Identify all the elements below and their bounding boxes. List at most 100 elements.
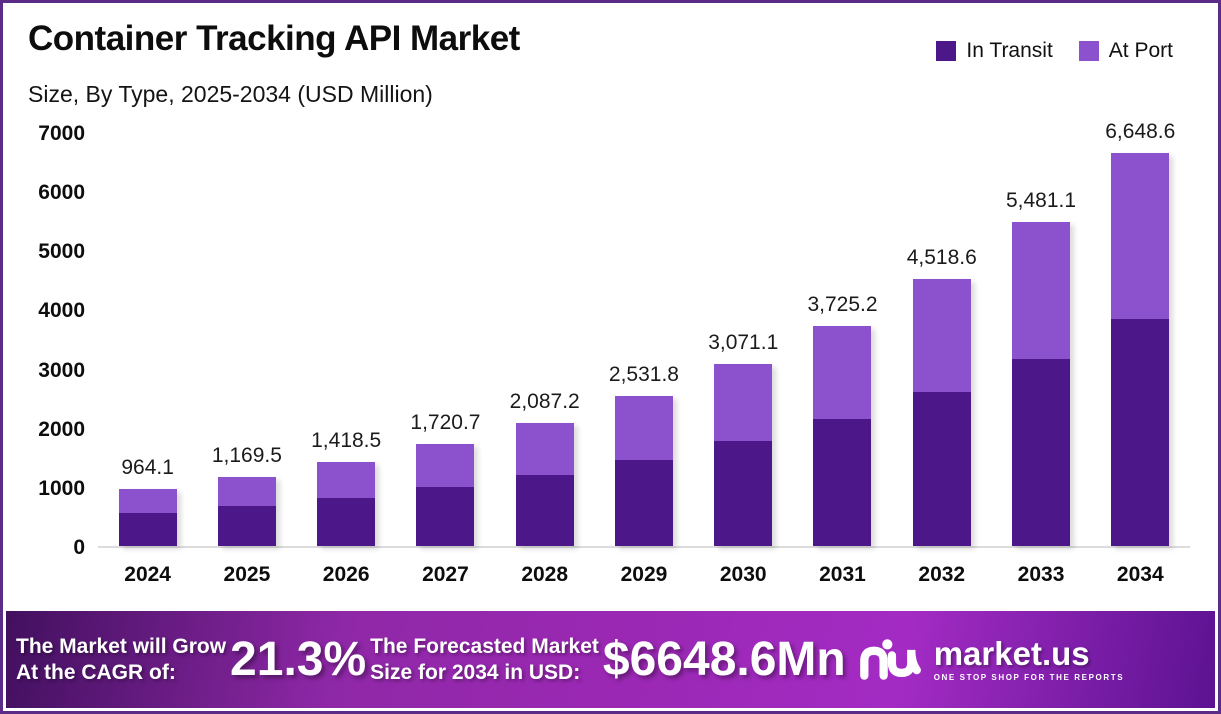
legend-label: At Port: [1108, 39, 1173, 62]
footer-banner: The Market will Grow At the CAGR of: 21.…: [6, 611, 1215, 708]
stacked-bar: [614, 396, 673, 546]
y-axis: 0 1000 2000 3000 4000 5000 6000 7000: [9, 122, 85, 559]
bar-segment-at-port: [813, 325, 872, 419]
x-tick-label: 2025: [223, 563, 271, 586]
stacked-bar: [813, 325, 872, 546]
stacked-bar: [118, 489, 177, 546]
plot-area: 964.1 1,169.5 1,418.5 1,720.7 2,087.2 2,531.8…: [98, 120, 1190, 548]
bar-group-2030: 3,071.1: [694, 134, 793, 546]
bar-total-label: 3,071.1: [708, 331, 779, 355]
y-tick-label: 7000: [38, 122, 85, 145]
stacked-bar: [1012, 221, 1071, 546]
bar-total-label: 2,531.8: [608, 363, 679, 387]
bar-segment-in-transit: [813, 418, 872, 546]
brand-name: market.us: [933, 635, 1090, 672]
x-tick-label: 2028: [521, 563, 569, 586]
in-transit-swatch-icon: [936, 41, 957, 61]
bar-segment-at-port: [1012, 221, 1071, 359]
x-tick-label: 2030: [719, 563, 767, 586]
bar-segment-at-port: [317, 462, 376, 498]
forecast-label-line1: The Forecasted Market: [370, 635, 599, 659]
bar-group-2027: 1,720.7: [396, 134, 495, 546]
forecast-label: The Forecasted Market Size for 2034 in U…: [370, 634, 599, 684]
bar-segment-at-port: [416, 444, 475, 488]
x-tick-label: 2031: [819, 563, 866, 586]
bar-segment-in-transit: [416, 487, 475, 546]
bar-group-2025: 1,169.5: [197, 134, 296, 546]
stacked-bar: [1111, 152, 1170, 546]
cagr-label-line1: The Market will Grow: [16, 635, 227, 659]
bar-segment-at-port: [515, 422, 574, 475]
bar-total-label: 4,518.6: [906, 245, 977, 269]
bar-segment-in-transit: [912, 391, 971, 546]
bar-group-2034: 6,648.6: [1091, 120, 1190, 546]
legend-label: In Transit: [966, 39, 1053, 62]
bar-segment-at-port: [912, 278, 971, 392]
y-tick-label: 4000: [38, 299, 85, 323]
bar-total-label: 1,720.7: [410, 411, 481, 435]
stacked-bar: [714, 364, 773, 546]
brand-tagline: ONE STOP SHOP FOR THE REPORTS: [933, 673, 1125, 682]
bar-segment-in-transit: [1012, 359, 1071, 546]
bar-total-label: 964.1: [121, 456, 174, 480]
stacked-bar: [416, 444, 475, 546]
forecast-label-line2: Size for 2034 in USD:: [370, 660, 581, 684]
at-port-swatch-icon: [1078, 41, 1099, 61]
legend-item-at-port: At Port: [1078, 39, 1173, 63]
bar-total-label: 2,087.2: [509, 389, 580, 413]
bar-segment-at-port: [118, 489, 177, 514]
bar-segment-in-transit: [217, 506, 276, 546]
y-tick-label: 1000: [38, 476, 85, 500]
y-tick-label: 0: [73, 536, 85, 559]
stacked-bar: [912, 278, 971, 546]
bar-total-label: 3,725.2: [807, 292, 878, 316]
y-tick-label: 5000: [38, 240, 85, 264]
x-tick-label: 2024: [124, 563, 171, 586]
bar-segment-in-transit: [614, 459, 673, 546]
bar-group-2029: 2,531.8: [594, 134, 693, 546]
bar-segment-at-port: [714, 364, 773, 442]
legend-item-in-transit: In Transit: [936, 39, 1053, 63]
cagr-value: 21.3%: [230, 633, 367, 686]
bar-segment-in-transit: [714, 441, 773, 546]
bar-group-2024: 964.1: [98, 134, 197, 546]
bar-segment-in-transit: [118, 513, 177, 546]
marketus-brand: market.us ONE STOP SHOP FOR THE REPORTS: [858, 637, 1124, 683]
x-axis: 2024 2025 2026 2027 2028 2029 2030 2031 2032 2033…: [98, 563, 1190, 587]
y-tick-label: 3000: [38, 358, 85, 382]
bar-segment-at-port: [614, 396, 673, 460]
bar-total-label: 6,648.6: [1105, 119, 1176, 143]
bar-segment-in-transit: [1111, 319, 1170, 546]
bar-group-2032: 4,518.6: [892, 134, 991, 546]
cagr-label-line2: At the CAGR of:: [16, 660, 176, 684]
chart-legend: In Transit At Port: [936, 39, 1173, 63]
bar-group-2026: 1,418.5: [297, 134, 396, 546]
y-tick-label: 6000: [38, 181, 85, 205]
forecast-value: $6648.6Mn: [602, 633, 846, 686]
x-tick-label: 2027: [422, 563, 469, 586]
brand-text-block: market.us ONE STOP SHOP FOR THE REPORTS: [934, 637, 1124, 682]
x-tick-label: 2029: [620, 563, 668, 586]
stacked-bar: [317, 462, 376, 546]
page-subtitle: Size, By Type, 2025-2034 (USD Million): [28, 81, 433, 107]
marketus-logo-icon: [859, 638, 921, 680]
x-tick-label: 2033: [1017, 563, 1065, 586]
bar-total-label: 1,169.5: [211, 443, 282, 467]
bar-group-2031: 3,725.2: [793, 134, 892, 546]
x-tick-label: 2034: [1116, 563, 1164, 586]
bar-segment-in-transit: [515, 474, 574, 546]
stacked-bar: [217, 476, 276, 546]
y-tick-label: 2000: [38, 417, 85, 441]
x-tick-label: 2032: [918, 563, 966, 586]
bar-group-2033: 5,481.1: [991, 134, 1090, 546]
bar-segment-at-port: [1111, 152, 1170, 320]
bar-total-label: 1,418.5: [311, 429, 382, 453]
page-title: Container Tracking API Market: [28, 19, 520, 58]
cagr-label: The Market will Grow At the CAGR of:: [16, 634, 226, 684]
bar-segment-in-transit: [317, 497, 376, 546]
x-tick-label: 2026: [322, 563, 370, 586]
bar-group-2028: 2,087.2: [495, 134, 594, 546]
bar-segment-at-port: [217, 476, 276, 507]
stacked-bar: [515, 422, 574, 546]
